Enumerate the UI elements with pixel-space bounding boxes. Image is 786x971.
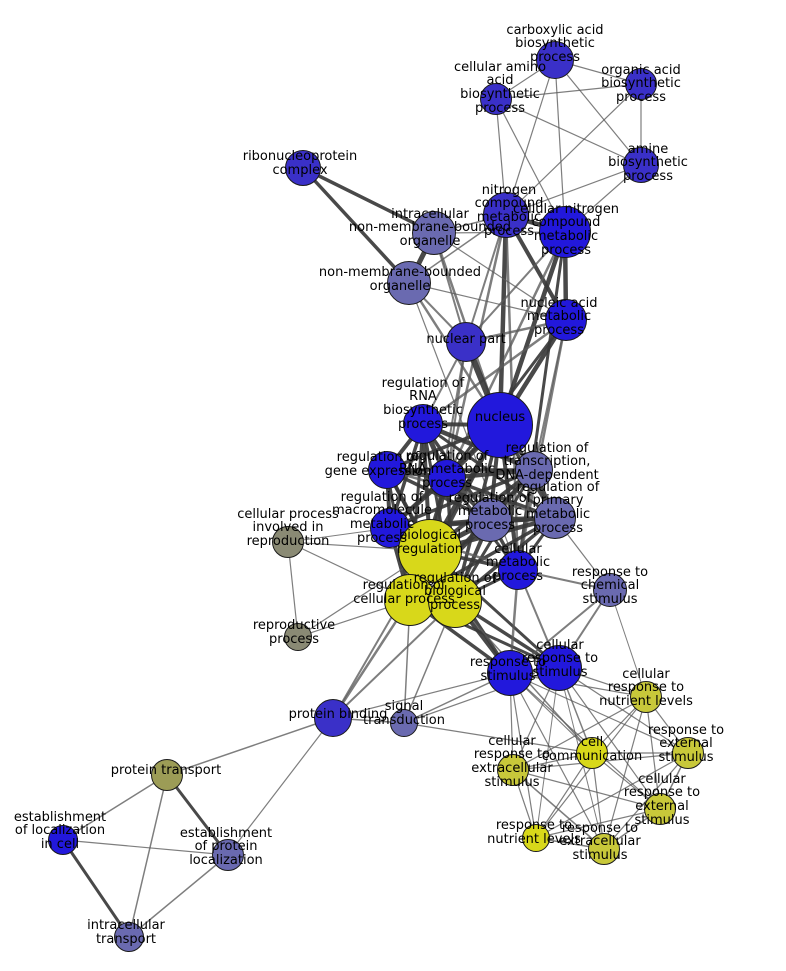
graph-edge [535,667,560,839]
graph-node-cellular_metabolic_process[interactable] [498,550,538,590]
graph-node-response_external_stimulus[interactable] [672,737,704,769]
graph-edge [332,672,511,719]
graph-edge [332,600,456,719]
graph-edge [512,769,661,810]
graph-edge [62,839,229,856]
graph-node-reg_rna_metabolic[interactable] [428,459,466,497]
graph-edge [62,774,168,841]
graph-edge [421,318,568,426]
graph-edge [554,59,642,166]
graph-node-nuclear_part[interactable] [446,322,486,362]
graph-node-signal_transduction[interactable] [390,709,418,737]
graph-edge [512,696,647,771]
graph-node-intracellular_non_membrane_organelle[interactable] [412,211,456,255]
graph-node-nucleus[interactable] [467,392,533,458]
graph-node-cell_communication[interactable] [576,737,608,769]
graph-node-establishment_protein_localization[interactable] [212,839,244,871]
graph-edge [609,589,647,698]
graph-edge [495,83,642,100]
graph-node-cellular_amino_acid_bio[interactable] [480,83,512,115]
graph-edge [603,696,647,850]
graph-node-carboxylic_acid_bio[interactable] [536,41,574,79]
graph-edge [533,319,567,471]
graph-node-amine_bio[interactable] [623,147,659,183]
graph-node-reproductive_process[interactable] [284,623,312,651]
graph-node-response_extracellular_stimulus[interactable] [588,833,620,865]
graph-node-nitrogen_compound_metabolic[interactable] [483,192,529,238]
graph-edge [535,752,593,839]
graph-node-establishment_localization_cell[interactable] [48,825,78,855]
graph-node-protein_binding[interactable] [314,699,352,737]
graph-node-ribonucleoprotein_complex[interactable] [285,150,321,186]
graph-node-reg_rna_biosynthetic[interactable] [403,404,443,444]
graph-edge [535,808,661,839]
graph-edge [166,717,334,776]
graph-edge [388,468,536,530]
graph-node-response_to_stimulus[interactable] [487,650,533,696]
graph-edge [497,212,509,428]
graph-node-reg_biological_process[interactable] [428,574,482,628]
graph-node-reg_cellular_process[interactable] [384,574,436,626]
graph-edge [505,59,556,216]
graph-node-non_membrane_organelle[interactable] [387,261,431,305]
graph-edge [509,672,689,754]
graph-edge [128,774,168,938]
graph-edge [227,717,334,856]
graph-node-protein_transport[interactable] [151,759,183,791]
graph-node-reg_metabolic_process[interactable] [468,498,512,542]
graph-node-reg_primary_metabolic[interactable] [534,497,576,539]
graph-node-response_nutrient_levels[interactable] [522,824,550,852]
graph-node-nucleic_acid_metabolic[interactable] [545,299,587,341]
graph-node-cellular_response_nutrient_levels[interactable] [630,681,662,713]
graph-edge [433,232,567,321]
graph-edge [403,722,593,754]
graph-edge [495,98,642,166]
graph-node-cellular_response_extracellular[interactable] [497,754,529,786]
graph-node-intracellular_transport[interactable] [114,922,144,952]
graph-edge [505,164,642,216]
graph-node-reg_transcription_dna[interactable] [515,451,553,489]
graph-edge [128,854,229,938]
graph-edge [403,667,560,724]
graph-edge [301,166,411,285]
graph-node-response_chemical_stimulus[interactable] [593,573,627,607]
graph-node-biological_regulation[interactable] [398,519,462,583]
graph-node-cellular_response_external[interactable] [644,793,676,825]
graph-node-cellular_nitrogen_compound_metabolic[interactable] [539,206,591,258]
graph-edge [61,838,131,939]
graph-edge [509,672,537,839]
graph-edge [558,667,689,754]
graph-node-reg_gene_expression[interactable] [368,451,406,489]
graph-edge [505,83,642,216]
graph-edge [408,282,567,321]
graph-edge [554,59,566,233]
graph-node-cellular_process_reproduction[interactable] [272,526,304,558]
graph-edge [558,667,661,810]
graph-edge [535,752,689,839]
graph-node-organic_acid_bio[interactable] [625,68,657,100]
graph-node-cellular_response_to_stimulus[interactable] [536,645,582,691]
graph-edge [301,166,436,235]
graph-edge [512,769,605,850]
